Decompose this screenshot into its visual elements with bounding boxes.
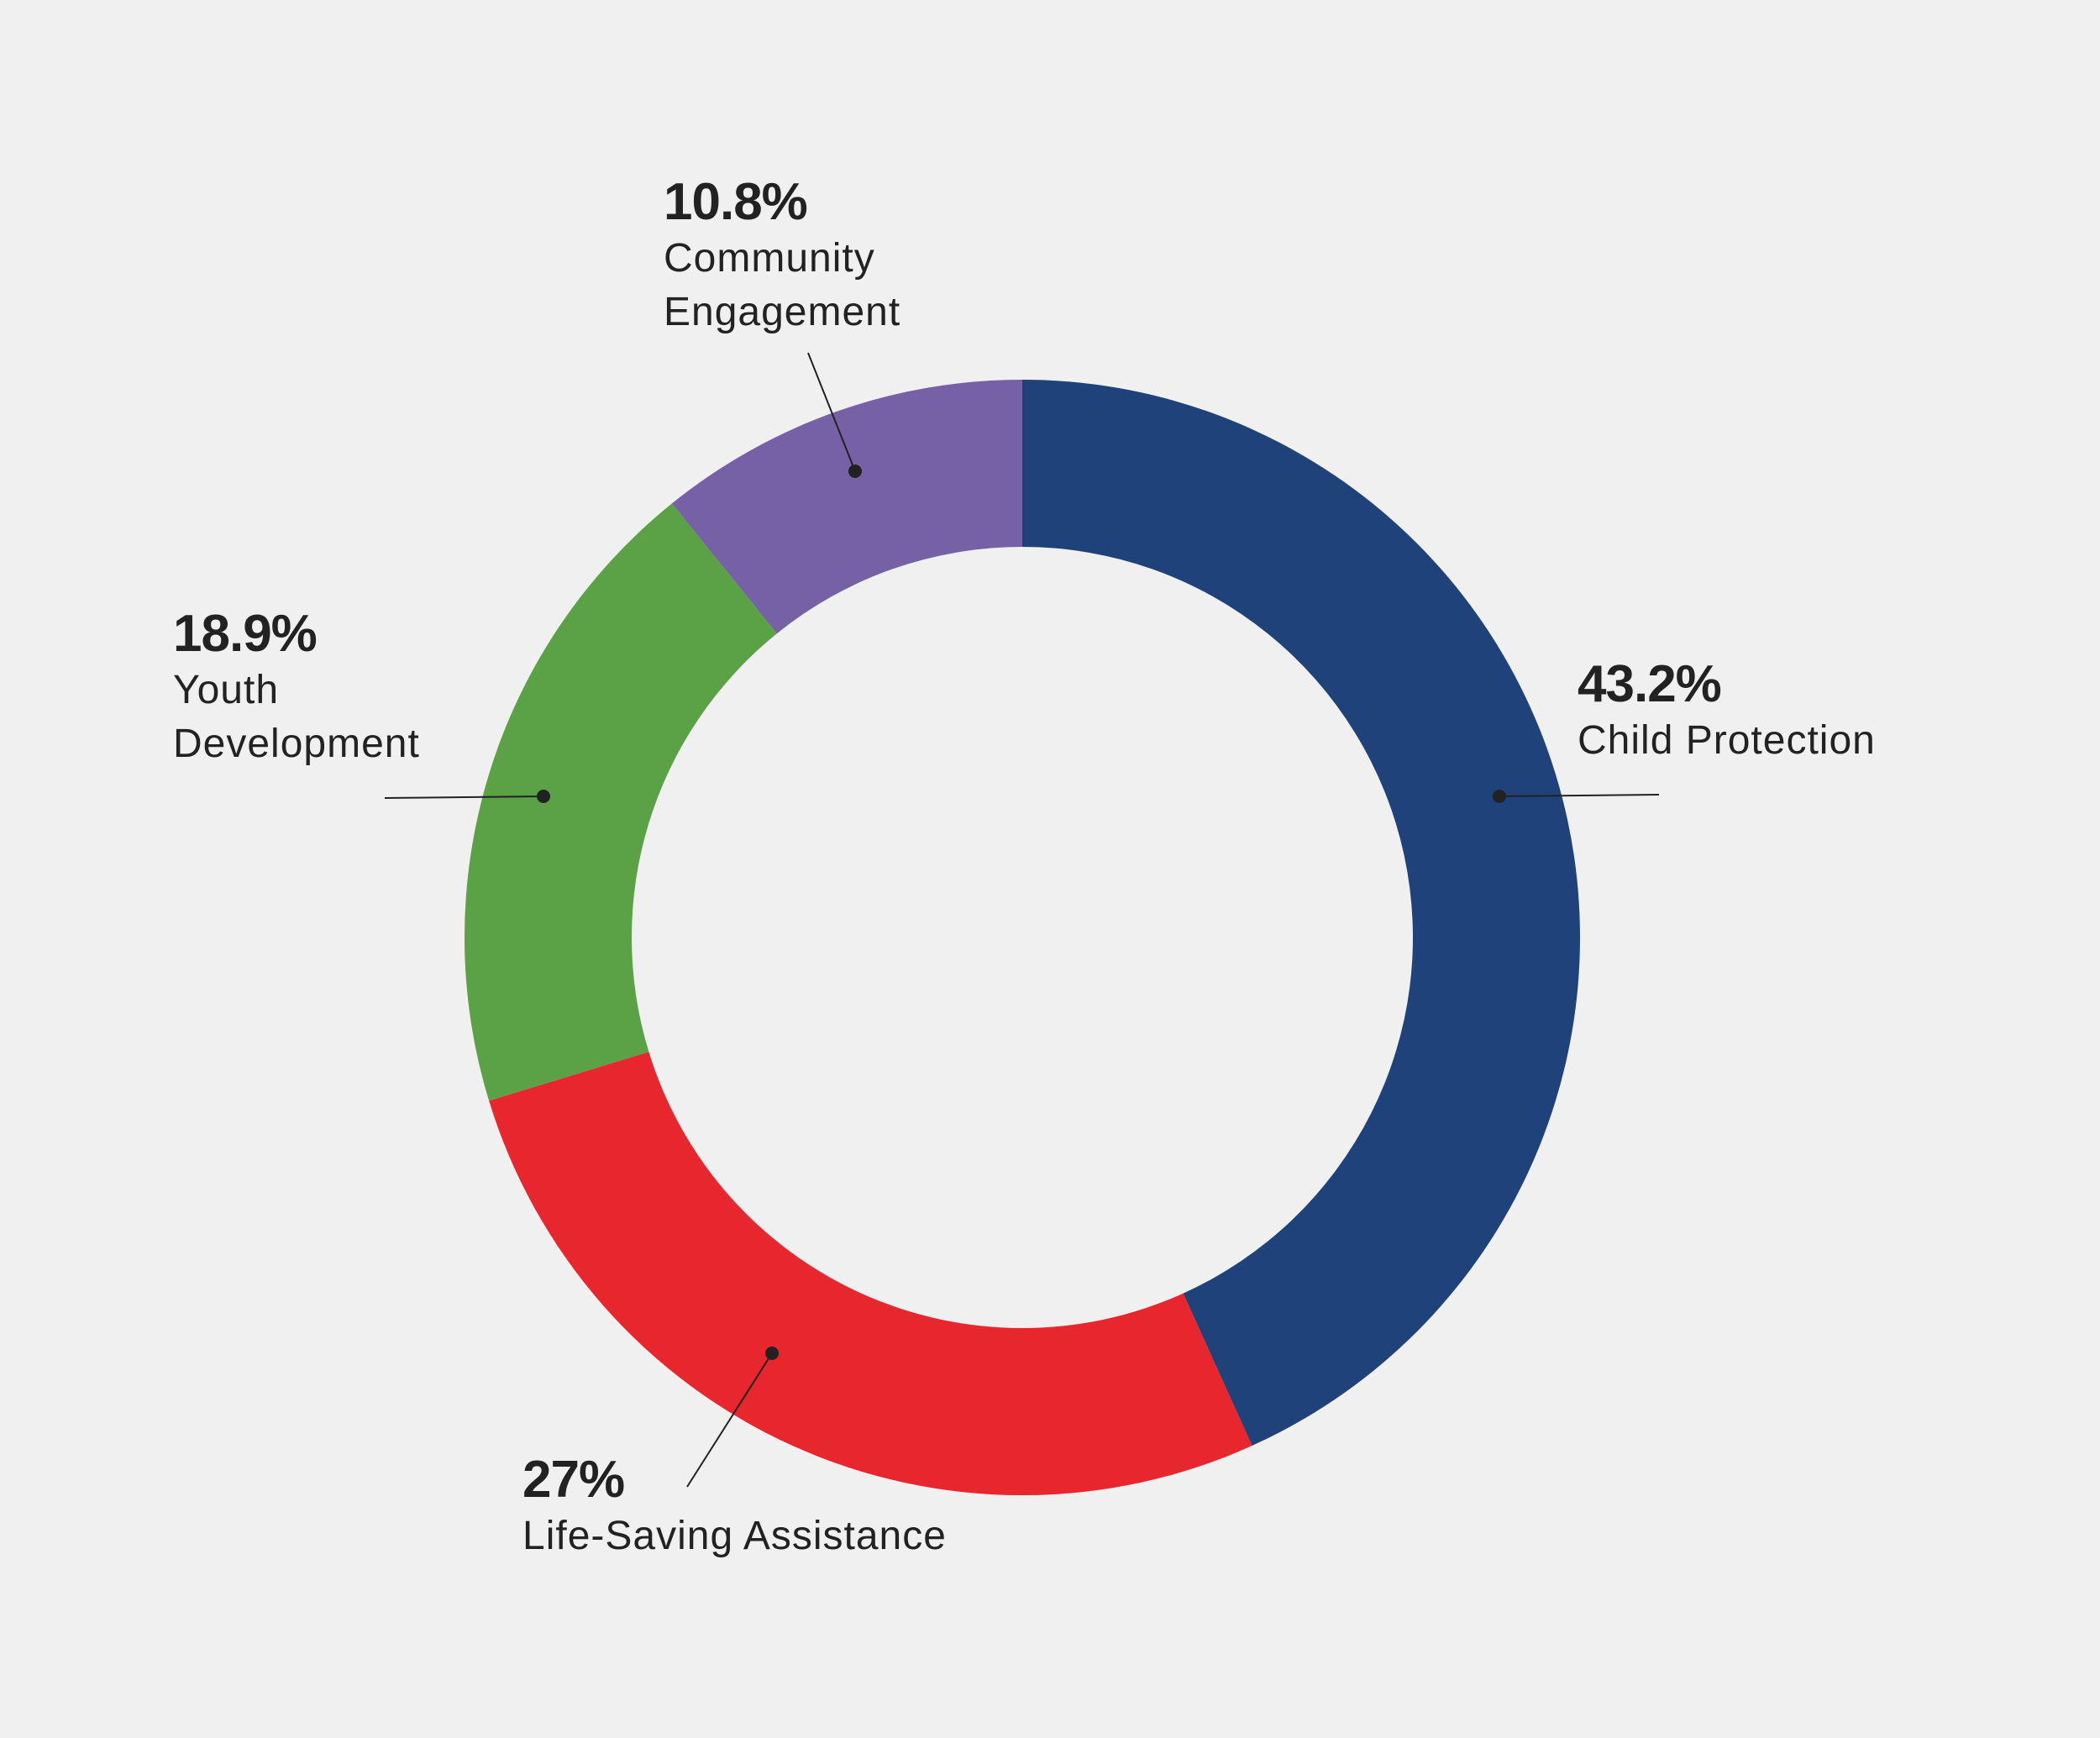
category-label-community-engagement-line-1: Community (664, 236, 875, 281)
label-youth-development: 18.9% Youth Development (173, 605, 420, 771)
value-label-community-engagement: 10.8% (664, 173, 808, 231)
leader-line-life-saving-assistance (686, 1352, 773, 1488)
leader-dot-child-protection (1493, 790, 1506, 803)
category-label-life-saving-assistance: Life-Saving Assistance (522, 1514, 947, 1558)
leader-dot-youth-development (537, 790, 550, 803)
value-label-life-saving-assistance: 27% (522, 1451, 625, 1509)
category-label-youth-development-line-2: Development (173, 722, 420, 766)
slice-youth-development (465, 503, 777, 1101)
slice-life-saving-assistance (489, 1052, 1252, 1495)
label-community-engagement: 10.8% Community Engagement (664, 173, 900, 339)
slice-child-protection (1022, 380, 1580, 1447)
value-label-youth-development: 18.9% (173, 605, 318, 663)
leader-line-child-protection (1499, 794, 1660, 797)
leader-line-community-engagement (807, 352, 856, 472)
label-life-saving-assistance: 27% Life-Saving Assistance (522, 1451, 947, 1563)
leader-dot-community-engagement (848, 465, 862, 478)
value-label-child-protection: 43.2% (1578, 655, 1722, 713)
category-label-community-engagement-line-2: Engagement (664, 290, 901, 334)
slice-community-engagement (671, 380, 1022, 634)
category-label-youth-development-line-1: Youth (173, 668, 280, 712)
label-child-protection: 43.2% Child Protection (1578, 655, 1876, 768)
leader-line-youth-development (384, 795, 544, 799)
leader-dot-life-saving-assistance (765, 1347, 779, 1360)
category-label-child-protection: Child Protection (1578, 718, 1876, 763)
